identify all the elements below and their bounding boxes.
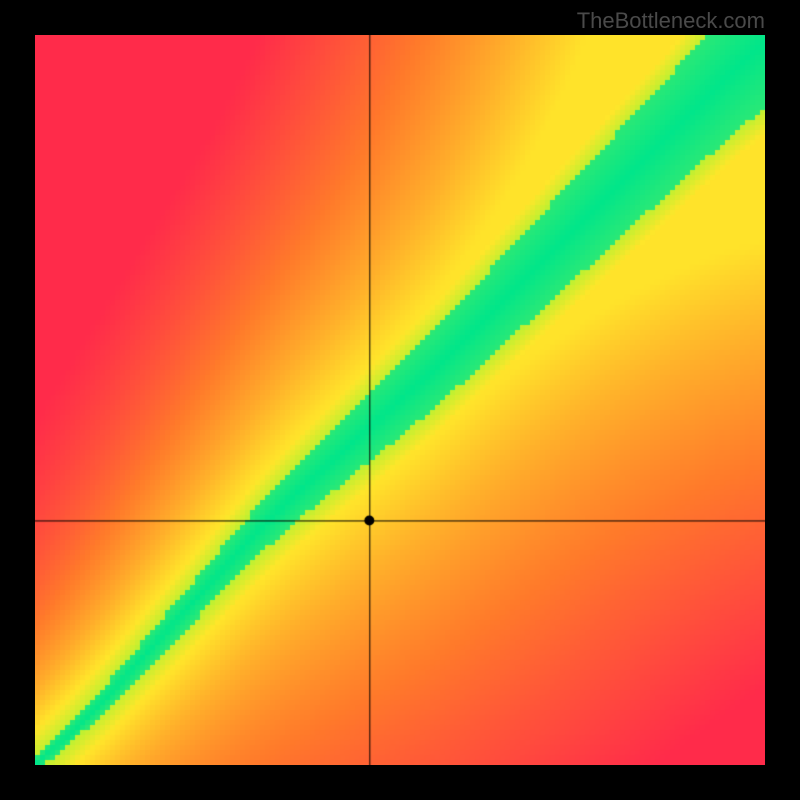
bottleneck-heatmap xyxy=(35,35,765,765)
watermark-text: TheBottleneck.com xyxy=(577,8,765,34)
heatmap-canvas xyxy=(35,35,765,765)
chart-container: TheBottleneck.com xyxy=(0,0,800,800)
